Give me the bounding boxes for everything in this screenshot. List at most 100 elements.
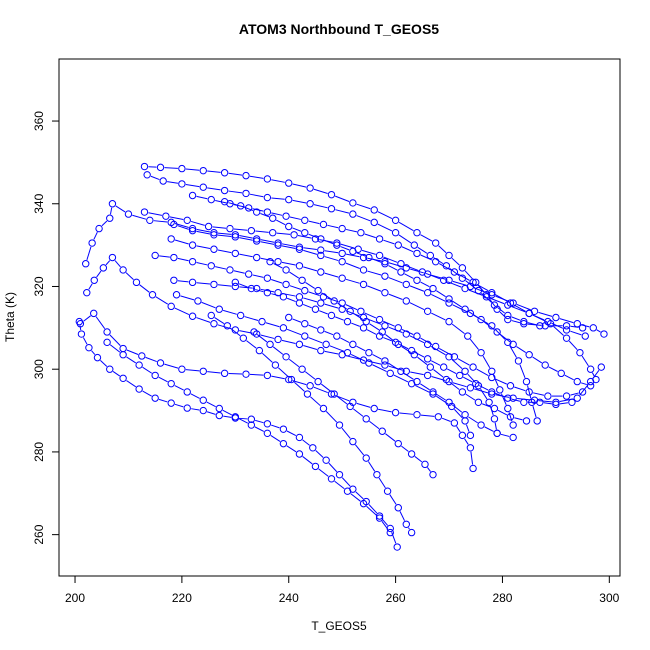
data-point: [178, 365, 186, 373]
data-point: [349, 340, 357, 349]
data-point: [402, 520, 410, 528]
trajectory-segment: [398, 234, 412, 244]
data-point: [156, 359, 165, 367]
trajectory-segment: [409, 268, 424, 274]
data-point: [349, 210, 357, 218]
trajectory-segment: [438, 245, 447, 254]
trajectory-segment: [538, 311, 553, 317]
trajectory-segment: [383, 256, 398, 263]
trajectory-segment: [271, 197, 285, 200]
data-point: [85, 343, 93, 352]
data-point: [359, 324, 368, 332]
trajectory-segment: [174, 239, 189, 245]
trajectory-segment: [377, 211, 393, 220]
data-point: [373, 470, 381, 479]
trajectory-segment: [551, 322, 564, 329]
series-trajectory: [82, 200, 608, 338]
trajectory-segment: [217, 284, 232, 287]
trajectory-segment: [217, 232, 232, 235]
trajectory-segment: [430, 360, 441, 366]
trajectory-segment: [468, 310, 478, 318]
trajectory-segment: [335, 195, 350, 202]
data-point: [562, 326, 571, 334]
trajectory-segment: [482, 355, 491, 369]
trajectory-segment: [367, 270, 382, 276]
data-point: [279, 324, 288, 332]
data-point: [469, 363, 477, 371]
data-point: [466, 444, 475, 452]
trajectory-segment: [112, 371, 121, 377]
trajectory-segment: [385, 433, 396, 442]
data-point: [573, 377, 581, 386]
trajectory-segment: [483, 321, 495, 330]
data-point: [188, 278, 197, 287]
data-point: [162, 212, 170, 220]
trajectory-segment: [256, 334, 268, 343]
trajectory-segment: [452, 300, 462, 308]
trajectory-segment: [167, 181, 179, 184]
data-point: [188, 226, 197, 235]
trajectory-segment: [345, 228, 358, 233]
data-point: [239, 334, 248, 342]
trajectory-segment: [367, 360, 382, 365]
trajectory-segment: [328, 462, 338, 473]
data-point: [362, 317, 370, 326]
data-point: [247, 226, 256, 235]
trajectory-segment: [489, 297, 505, 305]
data-point: [138, 352, 146, 360]
trajectory-segment: [180, 295, 195, 301]
data-point: [269, 214, 277, 222]
data-point: [282, 266, 290, 274]
data-point: [357, 229, 365, 237]
data-point: [552, 313, 560, 322]
trajectory-segment: [447, 281, 462, 288]
trajectory-segment: [468, 416, 478, 424]
trajectory-segment: [469, 338, 479, 350]
data-point: [581, 332, 589, 340]
x-tick-label: 260: [386, 591, 406, 605]
data-point: [461, 410, 469, 419]
data-point: [477, 348, 485, 357]
data-point: [391, 216, 400, 225]
data-point: [183, 404, 191, 412]
data-point: [317, 299, 325, 307]
trajectory-segment: [427, 467, 431, 472]
trajectory-segment: [553, 326, 564, 336]
data-point: [509, 394, 517, 402]
x-tick-label: 300: [599, 591, 619, 605]
data-point: [143, 171, 151, 179]
trajectory-segment: [441, 417, 451, 422]
trajectory-segment: [341, 477, 351, 487]
trajectory-segment: [252, 208, 264, 212]
data-point: [93, 353, 102, 362]
data-point: [311, 305, 320, 313]
data-point: [282, 280, 290, 289]
trajectory-segment: [468, 289, 483, 296]
data-point: [167, 399, 175, 407]
trajectory-segment: [255, 289, 264, 293]
data-point: [439, 363, 448, 371]
data-point: [504, 404, 512, 413]
data-point: [381, 272, 389, 280]
data-point: [303, 390, 312, 398]
data-point: [132, 278, 141, 287]
series-trajectory: [172, 291, 475, 440]
data-point: [407, 528, 416, 537]
data-point: [156, 163, 165, 172]
data-point: [317, 246, 325, 254]
data-point: [381, 357, 389, 365]
data-point: [231, 233, 240, 241]
trajectory-segment: [337, 396, 348, 405]
data-point: [520, 317, 528, 326]
trajectory-segment: [452, 382, 467, 388]
data-point: [167, 235, 175, 243]
data-point: [349, 247, 357, 256]
trajectory-segment: [239, 237, 253, 241]
trajectory-segment: [345, 262, 360, 269]
data-point: [333, 241, 341, 249]
trajectory-segment: [570, 330, 582, 336]
trajectory-segment: [372, 258, 382, 263]
data-point: [504, 315, 512, 324]
data-point: [295, 245, 304, 253]
trajectory-segment: [289, 285, 302, 290]
